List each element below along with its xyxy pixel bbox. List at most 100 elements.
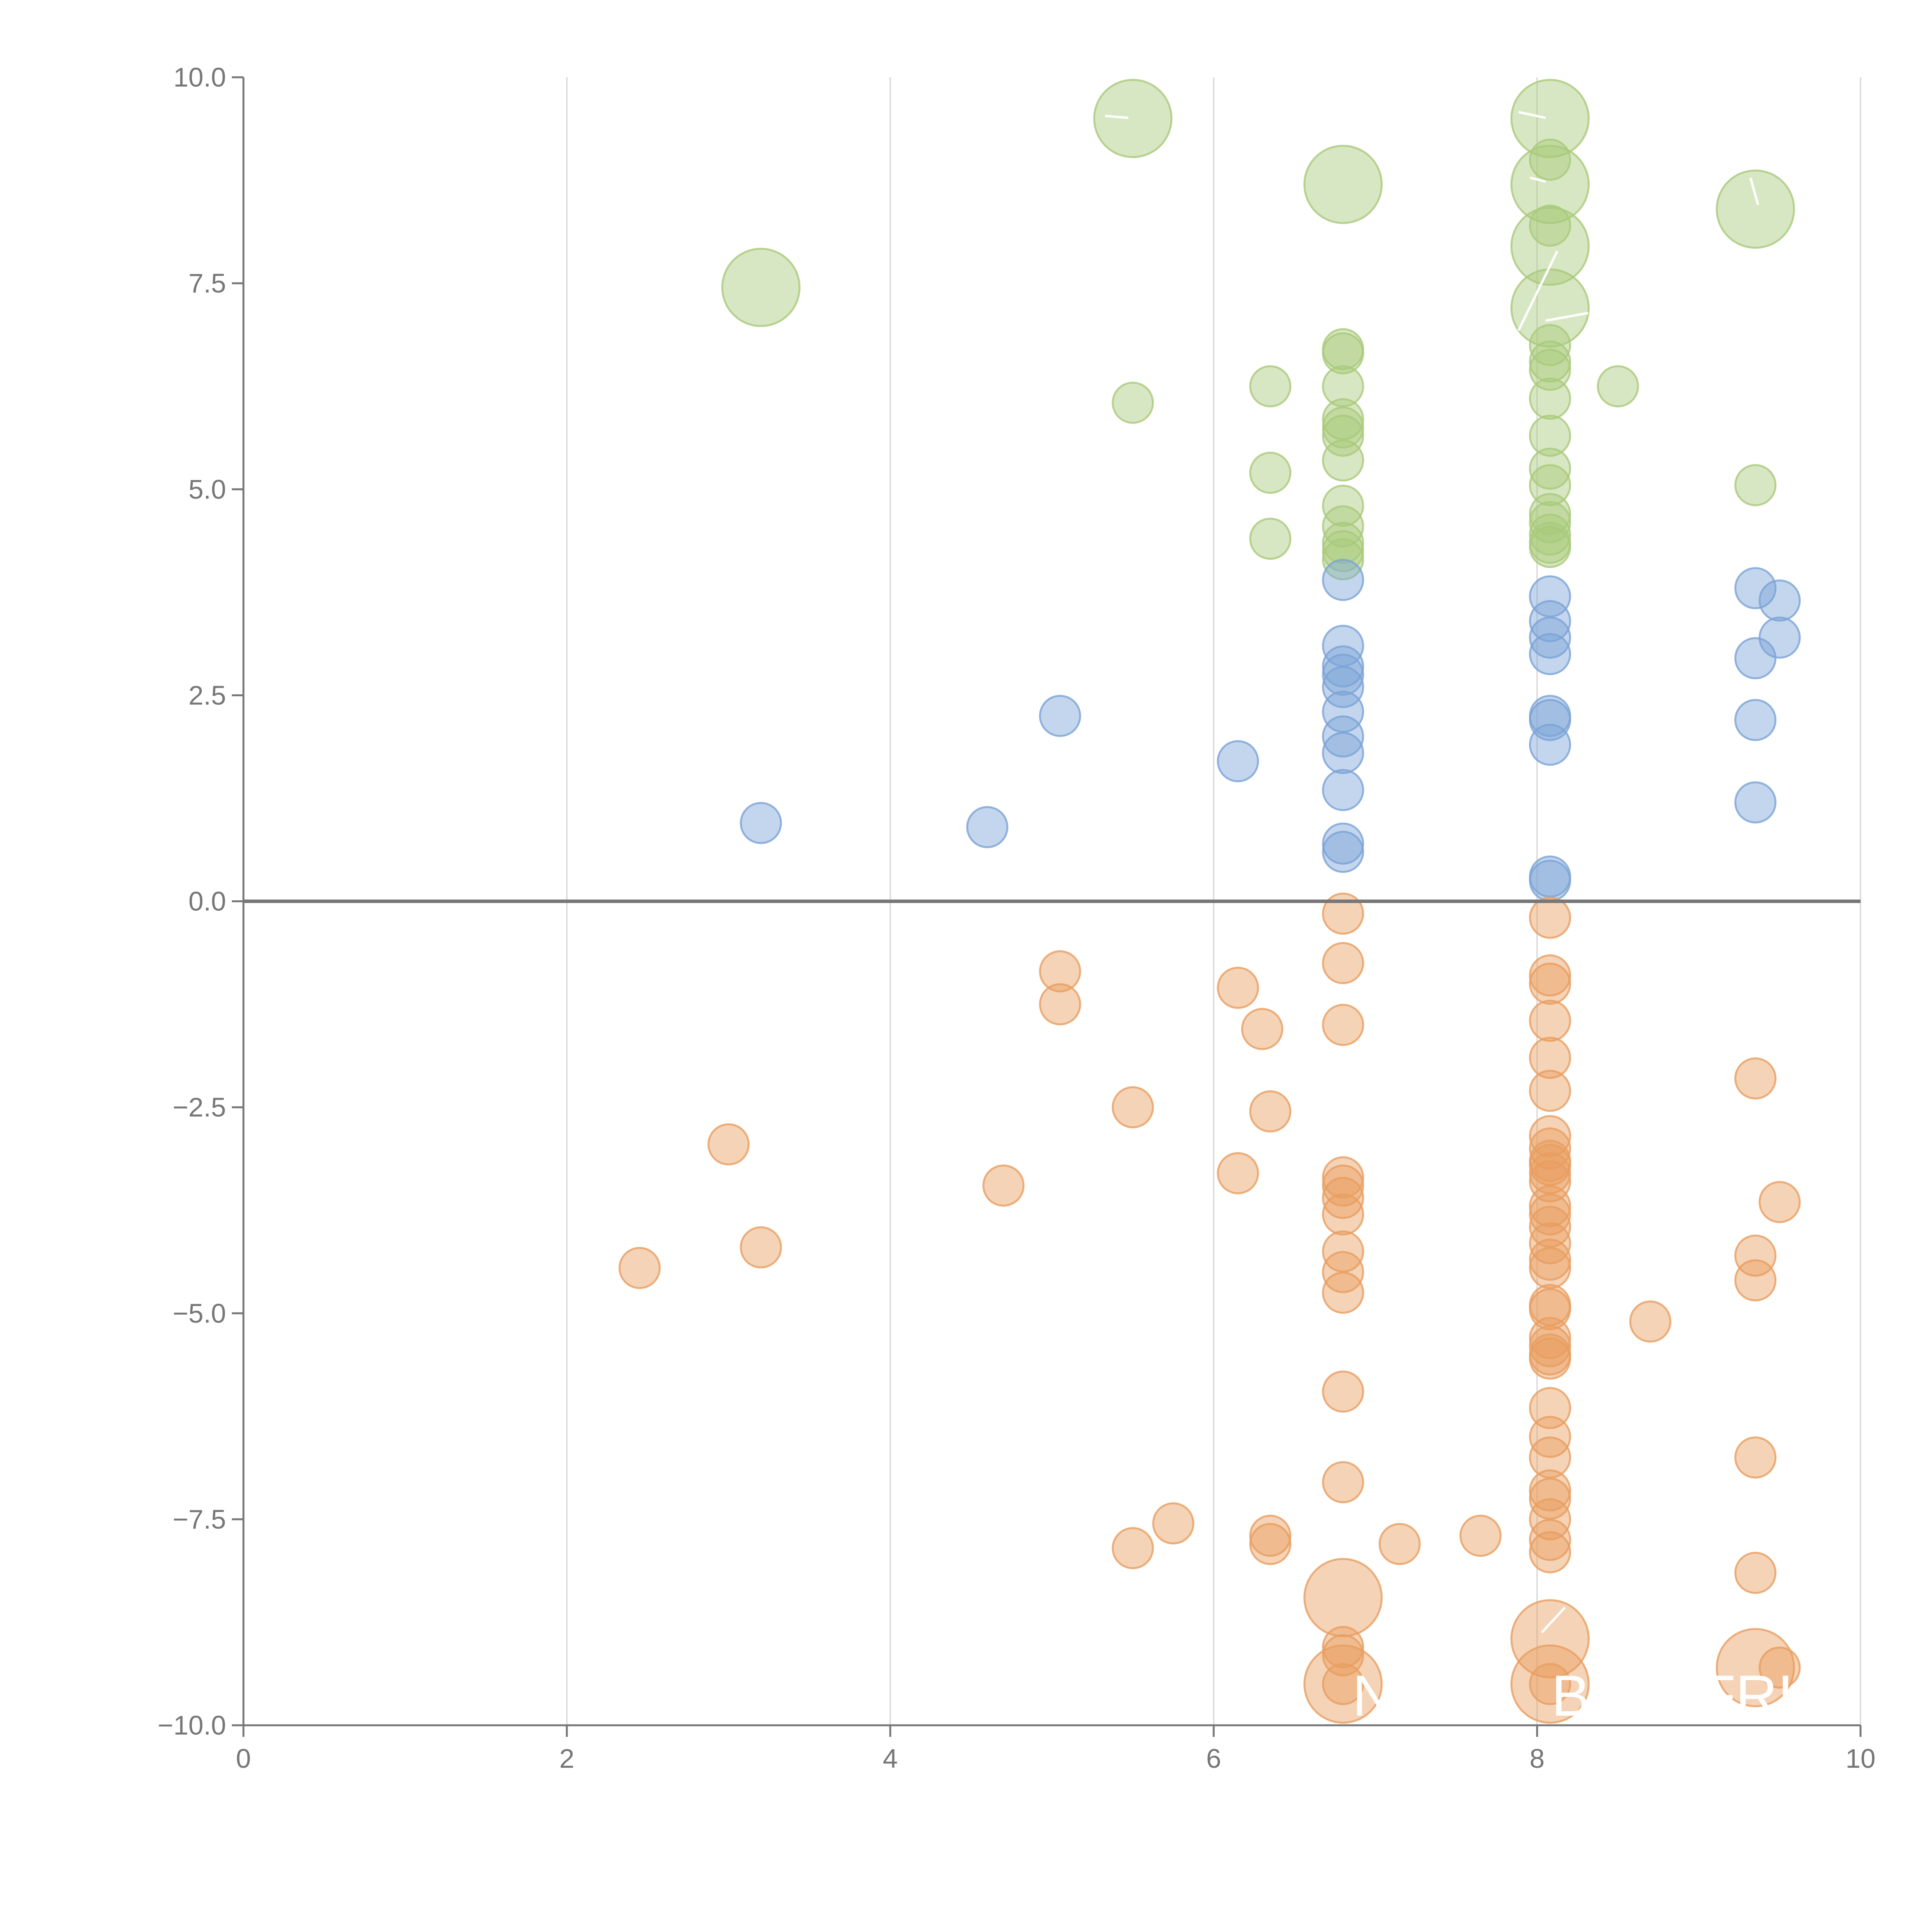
orange-bubble-point [1322, 1003, 1364, 1046]
annotation-leader-line [1517, 250, 1558, 331]
annotation-leader-line [1530, 177, 1546, 183]
green-bubble-point [1529, 526, 1571, 568]
green-bubble-point [1510, 79, 1590, 158]
orange-bubble-point [1322, 1370, 1364, 1413]
green-bubble-point [1734, 464, 1777, 507]
annotation-leader-line [1545, 312, 1588, 322]
blue-bubble-point [1322, 769, 1364, 811]
blue-bubble-point [1529, 575, 1571, 617]
orange-bubble-point [618, 1247, 661, 1289]
green-bubble-point [1597, 365, 1639, 408]
y-tick-label: 2.5 [189, 680, 226, 710]
blue-bubble-point [1322, 653, 1364, 696]
orange-bubble-point [1529, 1127, 1571, 1170]
green-bubble-point [1093, 79, 1173, 158]
x-tick-label: 8 [1530, 1743, 1545, 1774]
blue-bubble-point [1322, 732, 1364, 774]
y-tick-label: 10.0 [173, 62, 226, 92]
green-bubble-point [1529, 447, 1571, 490]
green-bubble-point [1249, 365, 1291, 408]
green-bubble-point [1529, 349, 1571, 391]
orange-bubble-point [1529, 1663, 1571, 1705]
green-bubble-point [1529, 204, 1571, 247]
orange-bubble-point [1322, 1164, 1364, 1207]
orange-bubble-point [1529, 1115, 1571, 1157]
orange-bubble-point [1039, 950, 1081, 993]
orange-bubble-point [1529, 1193, 1571, 1236]
orange-bubble-point [1759, 1646, 1801, 1689]
blue-bubble-point [1734, 699, 1777, 741]
green-bubble-point [1249, 452, 1291, 494]
blue-bubble-point [1322, 831, 1364, 873]
green-bubble-point [1322, 415, 1364, 457]
blue-bubble-point [1322, 666, 1364, 708]
blue-bubble-point [1529, 616, 1571, 659]
green-bubble-point [1322, 505, 1364, 548]
orange-bubble-point [1529, 963, 1571, 1005]
y-tick-label: 0.0 [189, 886, 226, 917]
orange-bubble-point [1112, 1086, 1154, 1129]
blue-bubble-point [1322, 715, 1364, 758]
bubble-layer [618, 79, 1801, 1724]
blue-bubble-point [1322, 559, 1364, 601]
orange-bubble-point [1529, 1387, 1571, 1429]
orange-bubble-point [1629, 1300, 1672, 1343]
orange-bubble-point [1529, 1531, 1571, 1573]
green-bubble-point [721, 248, 801, 327]
green-bubble-point [1529, 324, 1571, 366]
orange-bubble-point [1303, 1644, 1383, 1724]
orange-bubble-point [1322, 1193, 1364, 1236]
orange-bubble-point [1529, 1519, 1571, 1561]
blue-bubble-point [1759, 579, 1801, 622]
orange-bubble-point [1734, 1259, 1777, 1301]
blue-bubble-point [1529, 600, 1571, 642]
orange-bubble-point [1322, 942, 1364, 984]
orange-bubble-point [1322, 1271, 1364, 1314]
x-tick-label: 4 [883, 1743, 898, 1774]
orange-bubble-point [1529, 1337, 1571, 1380]
x-tick-label: 0 [236, 1743, 251, 1774]
orange-bubble-point [1217, 1152, 1259, 1194]
green-bubble-point [1529, 415, 1571, 457]
green-bubble-point [1529, 378, 1571, 420]
orange-bubble-point [1152, 1502, 1194, 1545]
orange-bubble-point [1249, 1523, 1291, 1565]
orange-bubble-point [1529, 1070, 1571, 1112]
blue-bubble-point [1734, 567, 1777, 609]
green-bubble-point [1510, 268, 1590, 348]
blue-bubble-point [1529, 633, 1571, 675]
orange-bubble-point [1249, 1090, 1291, 1133]
orange-bubble-point [982, 1164, 1025, 1207]
green-bubble-point [1529, 138, 1571, 181]
y-tick-label: 7.5 [189, 268, 226, 298]
orange-bubble-point [1734, 1436, 1777, 1479]
y-tick-label: 5.0 [189, 474, 226, 504]
orange-bubble-point [707, 1123, 750, 1166]
y-tick-label: −2.5 [173, 1092, 226, 1122]
x-tick-label: 6 [1206, 1743, 1221, 1774]
blue-bubble-point [1529, 699, 1571, 741]
orange-bubble-point [1039, 983, 1081, 1026]
annotation-leader-line [1518, 111, 1546, 119]
orange-bubble-point [1510, 1644, 1590, 1724]
blue-bubble-point [966, 806, 1009, 849]
annotation-label-b: B [1551, 1663, 1590, 1728]
y-tick-label: −5.0 [173, 1298, 226, 1328]
orange-bubble-point [1378, 1523, 1421, 1565]
green-bubble-point [1249, 517, 1291, 560]
overlay-layer: N B FRI [1096, 111, 1794, 1728]
blue-bubble-point [1529, 859, 1571, 902]
orange-bubble-point [1241, 1008, 1284, 1050]
orange-bubble-point [1529, 1206, 1571, 1248]
green-bubble-point [1322, 365, 1364, 408]
blue-bubble-point [1039, 695, 1081, 737]
y-tick-label: −10.0 [158, 1710, 226, 1740]
green-bubble-point [1510, 206, 1590, 286]
annotation-label-fri: FRI [1700, 1663, 1794, 1728]
orange-bubble-point [1510, 1599, 1590, 1679]
orange-bubble-point [1322, 1663, 1364, 1705]
green-bubble-point [1322, 439, 1364, 482]
orange-bubble-point [1529, 896, 1571, 939]
